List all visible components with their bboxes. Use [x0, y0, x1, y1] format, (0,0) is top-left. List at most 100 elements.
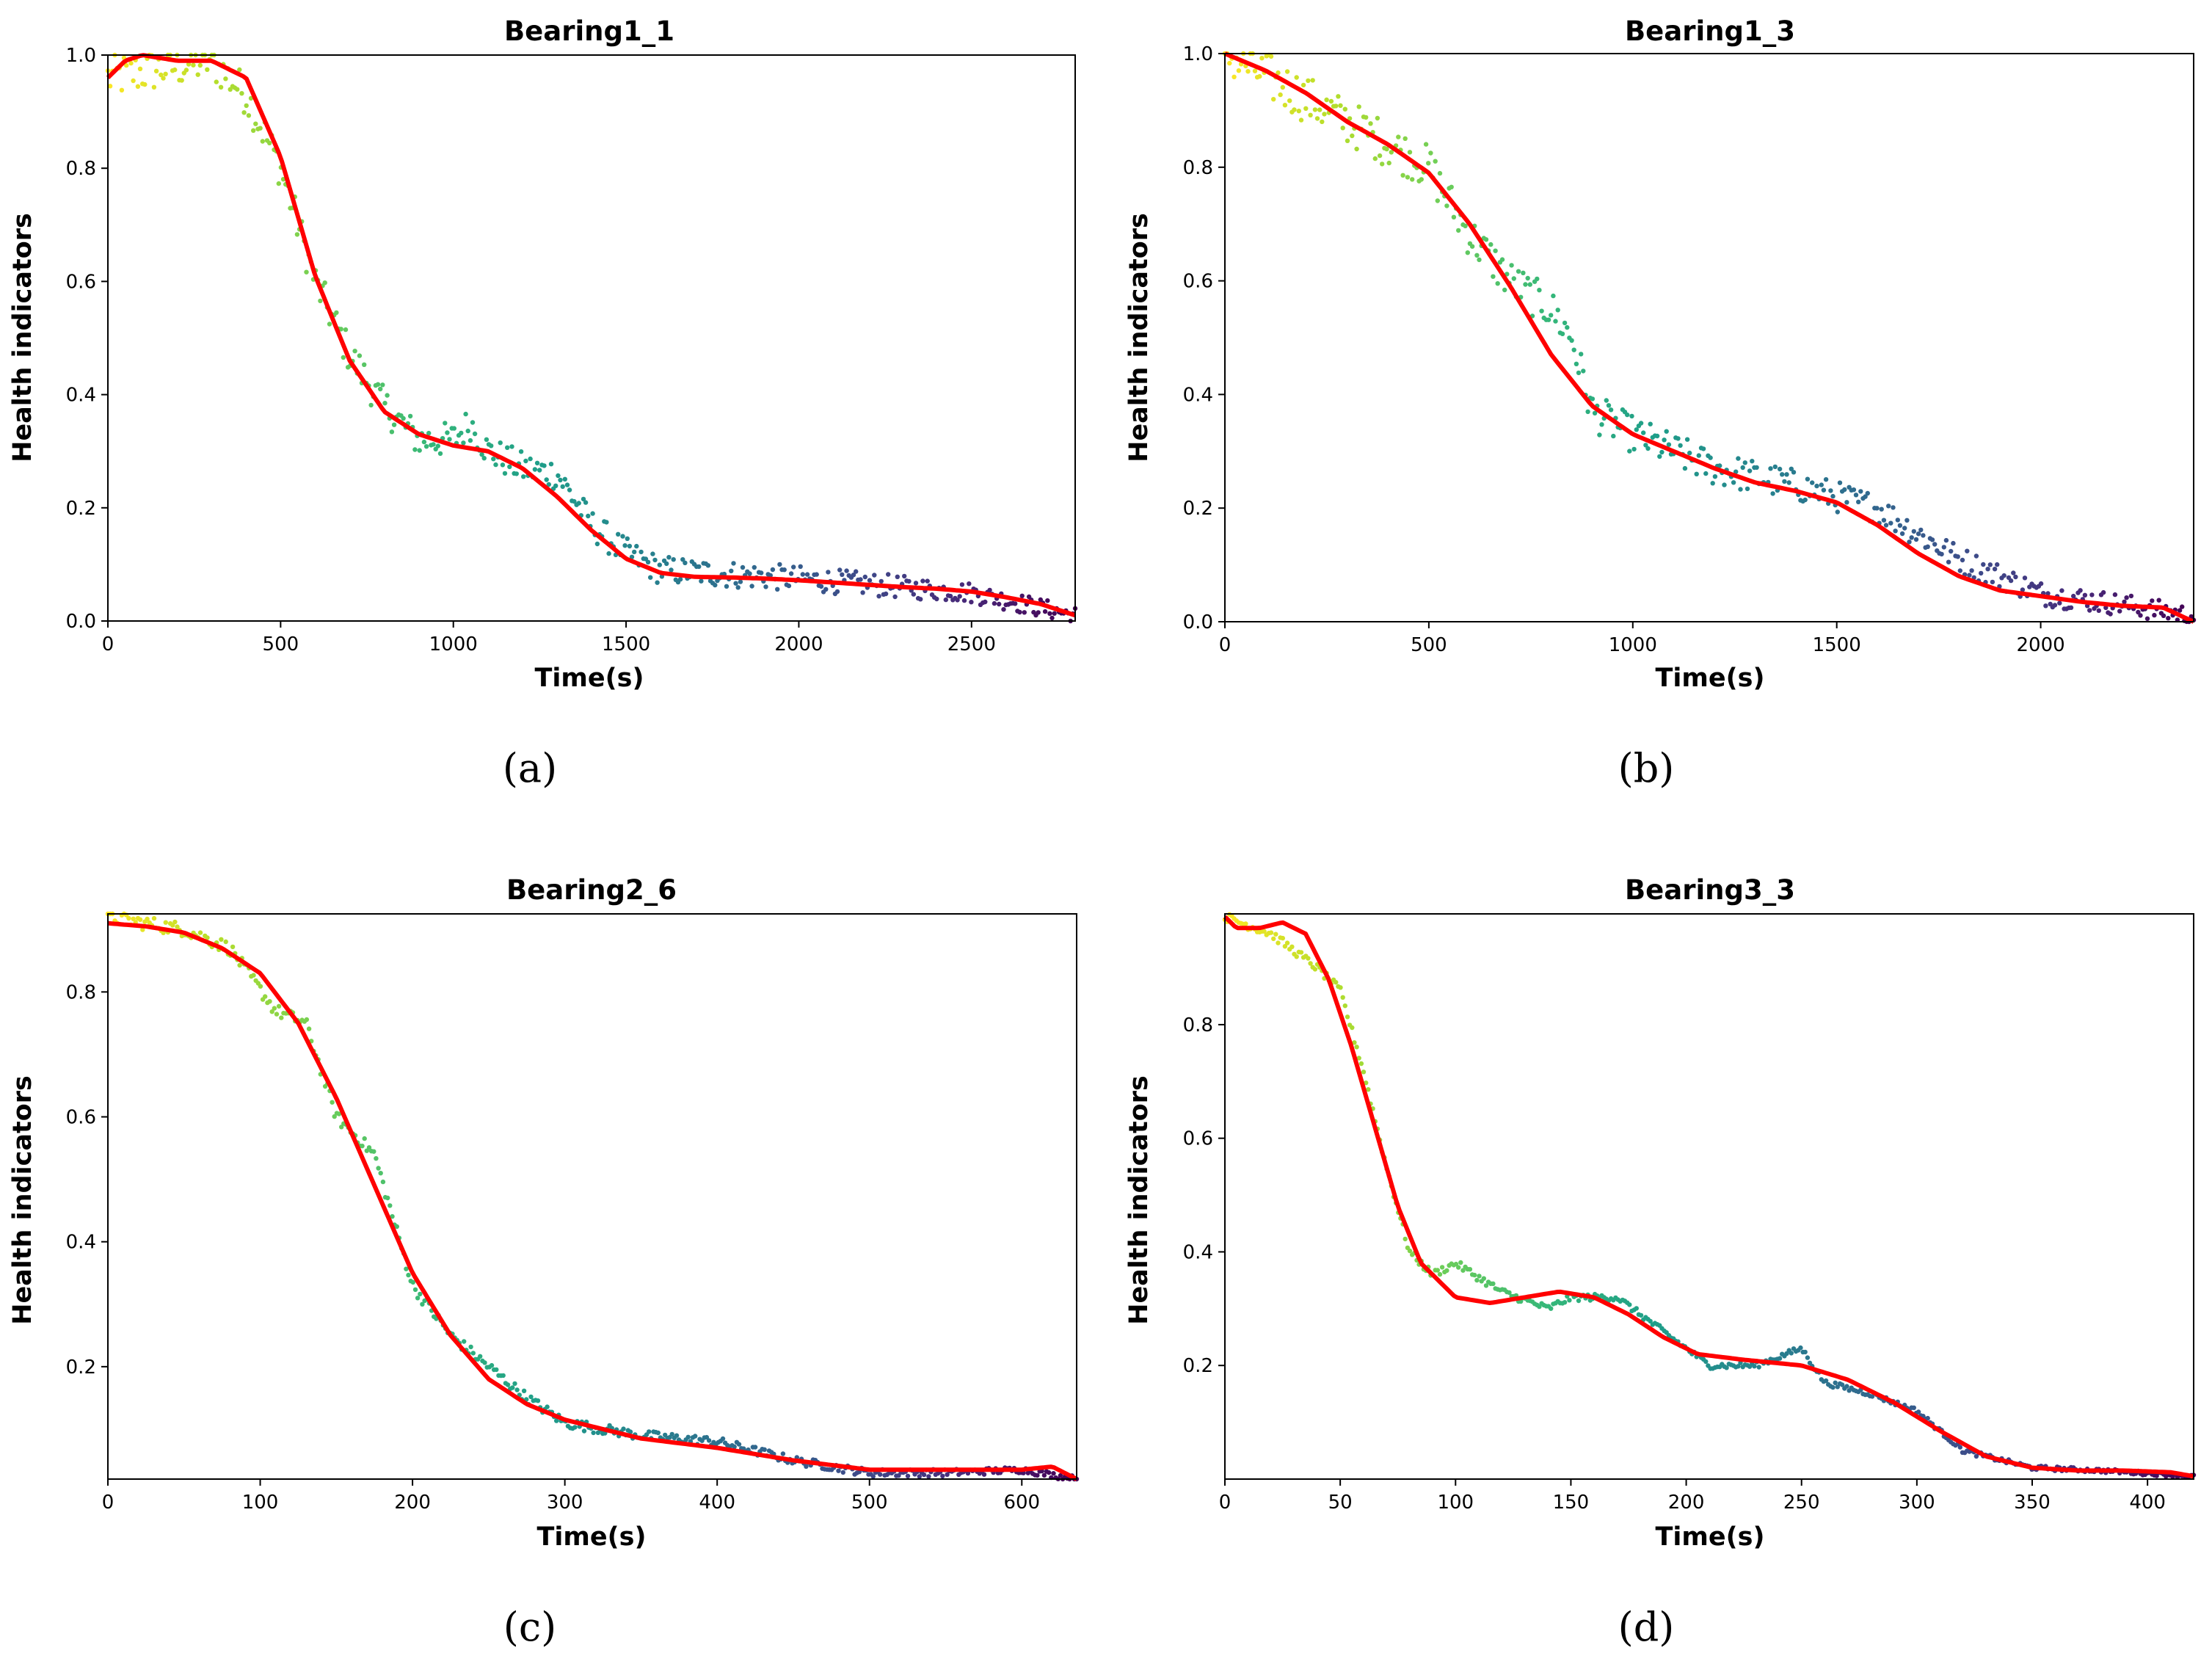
data-point	[987, 587, 992, 593]
data-point	[1527, 282, 1532, 287]
x-tick-label: 350	[2014, 1492, 2051, 1514]
data-point	[142, 81, 148, 87]
data-point	[1932, 542, 1938, 547]
data-point	[462, 1339, 467, 1344]
data-point	[1400, 172, 1405, 178]
panel-caption: (a)	[503, 745, 557, 791]
panel-caption: (b)	[1618, 745, 1675, 791]
data-point	[1439, 1265, 1445, 1270]
data-point	[1904, 517, 1910, 523]
data-point	[1294, 75, 1299, 80]
data-point	[1634, 1306, 1639, 1311]
data-point	[1328, 98, 1334, 104]
data-point	[371, 1149, 376, 1154]
data-point	[267, 140, 272, 145]
data-point	[1562, 320, 1568, 326]
data-point	[1676, 436, 1681, 441]
data-point	[251, 128, 256, 133]
data-point	[639, 549, 644, 555]
data-point	[175, 924, 180, 929]
data-point	[1784, 1351, 1789, 1357]
data-point	[1979, 570, 1984, 576]
data-point	[135, 84, 141, 90]
data-point	[523, 458, 528, 464]
data-point	[560, 484, 565, 490]
data-point	[390, 1214, 395, 1219]
data-point	[625, 536, 630, 541]
data-point	[926, 1474, 931, 1479]
data-point	[1657, 454, 1662, 460]
data-point	[421, 439, 427, 445]
data-point	[883, 591, 889, 597]
data-point	[1949, 548, 1954, 554]
data-point	[2138, 613, 2143, 618]
data-point	[1350, 1025, 1355, 1031]
data-point	[1294, 954, 1299, 959]
data-point	[1303, 106, 1309, 111]
data-point	[823, 586, 829, 592]
data-point	[1981, 562, 1986, 567]
y-tick-label: 0.8	[1183, 157, 1213, 179]
data-point	[1340, 126, 1345, 131]
data-point	[1407, 150, 1413, 155]
data-point	[502, 471, 508, 476]
data-point	[1814, 483, 1819, 489]
data-point	[606, 551, 611, 556]
data-point	[482, 1360, 487, 1365]
y-tick-label: 0.2	[66, 498, 96, 520]
chart-title: Bearing3_3	[1625, 874, 1795, 906]
data-point	[336, 1111, 342, 1116]
data-point	[1957, 568, 1962, 573]
data-point	[1451, 214, 1457, 219]
data-point	[163, 920, 168, 925]
data-point	[1659, 449, 1665, 455]
x-tick-label: 100	[1437, 1492, 1474, 1514]
data-point	[655, 580, 660, 585]
data-point	[1990, 579, 1995, 585]
data-point	[886, 572, 891, 577]
data-point	[1648, 1318, 1653, 1324]
data-point	[2177, 608, 2183, 613]
data-point	[241, 110, 247, 115]
chart-panel-a: 0 500 1000 1500 2000 2500 0.0 0.2 0.4 0.6 0.8 1.0 Be…	[8, 15, 1078, 791]
data-point	[542, 463, 547, 468]
data-point	[1045, 598, 1050, 603]
x-tick-label: 50	[1328, 1492, 1353, 1514]
data-point	[1491, 274, 1496, 279]
data-point	[1546, 317, 1551, 322]
data-point	[1722, 482, 1727, 487]
data-point	[431, 442, 436, 447]
data-point	[735, 585, 741, 590]
data-point	[352, 349, 357, 354]
data-point	[876, 594, 881, 599]
data-point	[1511, 276, 1516, 281]
data-point	[251, 973, 256, 978]
x-tick-label: 500	[263, 633, 299, 655]
data-point	[759, 570, 764, 575]
x-tick-label: 500	[851, 1492, 888, 1514]
data-point	[1467, 1267, 1473, 1272]
data-point	[1483, 237, 1489, 242]
data-point	[172, 67, 178, 73]
data-point	[1509, 263, 1514, 268]
data-point	[1342, 1003, 1348, 1009]
data-point	[1810, 480, 1815, 485]
data-point	[2089, 592, 2095, 598]
data-point	[1830, 1384, 1836, 1390]
data-point	[410, 1279, 415, 1285]
data-point	[1662, 437, 1667, 443]
data-point	[491, 457, 496, 462]
data-point	[1562, 1300, 1568, 1305]
data-point	[1648, 421, 1653, 426]
data-point	[1437, 1271, 1443, 1277]
data-point	[484, 437, 490, 442]
data-point	[304, 1017, 310, 1023]
data-point	[1444, 1268, 1449, 1274]
data-point	[1402, 1236, 1408, 1242]
data-point	[339, 1125, 344, 1130]
data-point	[528, 1394, 534, 1400]
y-tick-label: 0.6	[1183, 271, 1213, 293]
data-point	[1736, 456, 1741, 461]
data-point	[804, 572, 810, 577]
data-point	[814, 572, 819, 577]
